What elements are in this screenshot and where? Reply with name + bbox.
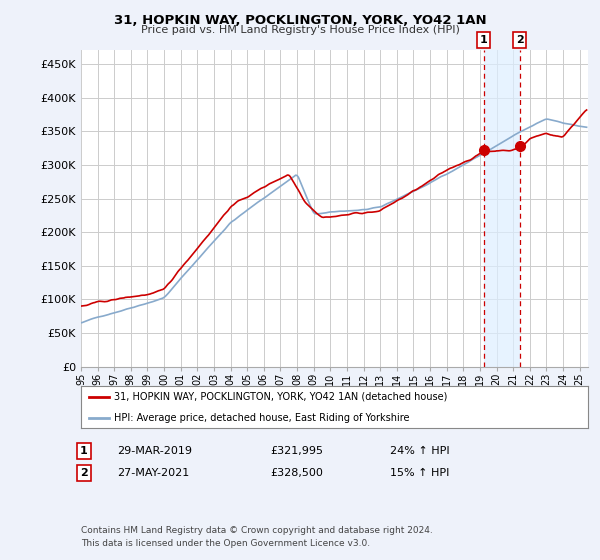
Text: 31, HOPKIN WAY, POCKLINGTON, YORK, YO42 1AN (detached house): 31, HOPKIN WAY, POCKLINGTON, YORK, YO42 … <box>114 392 448 402</box>
Text: HPI: Average price, detached house, East Riding of Yorkshire: HPI: Average price, detached house, East… <box>114 413 409 423</box>
Text: Contains HM Land Registry data © Crown copyright and database right 2024.
This d: Contains HM Land Registry data © Crown c… <box>81 526 433 548</box>
Text: 24% ↑ HPI: 24% ↑ HPI <box>390 446 449 456</box>
Text: £321,995: £321,995 <box>270 446 323 456</box>
Text: 27-MAY-2021: 27-MAY-2021 <box>117 468 189 478</box>
Text: 31, HOPKIN WAY, POCKLINGTON, YORK, YO42 1AN: 31, HOPKIN WAY, POCKLINGTON, YORK, YO42 … <box>113 14 487 27</box>
Text: 2: 2 <box>516 35 524 45</box>
Text: 2: 2 <box>80 468 88 478</box>
Text: £328,500: £328,500 <box>270 468 323 478</box>
Text: 29-MAR-2019: 29-MAR-2019 <box>117 446 192 456</box>
Text: Price paid vs. HM Land Registry's House Price Index (HPI): Price paid vs. HM Land Registry's House … <box>140 25 460 35</box>
Text: 15% ↑ HPI: 15% ↑ HPI <box>390 468 449 478</box>
Bar <box>484 50 520 367</box>
Text: 1: 1 <box>80 446 88 456</box>
Text: 1: 1 <box>480 35 488 45</box>
